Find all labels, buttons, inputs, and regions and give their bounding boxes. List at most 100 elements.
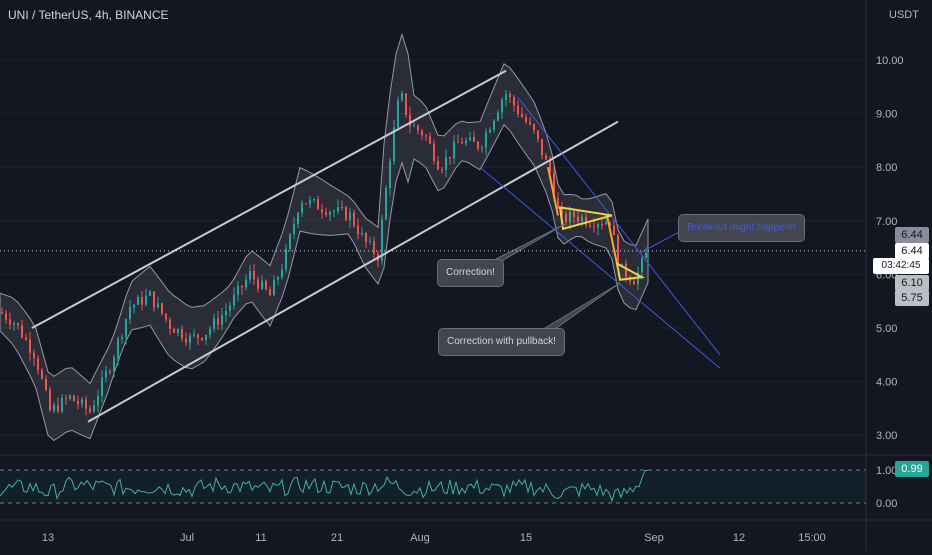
candle-body	[501, 99, 503, 113]
candle-body	[557, 198, 559, 209]
candle-body	[145, 295, 147, 305]
candle-body	[545, 155, 547, 160]
candle-body	[281, 269, 283, 278]
candle-body	[165, 313, 167, 320]
candle-body	[641, 258, 643, 273]
y-tick-label: 3.00	[876, 430, 897, 442]
symbol-title: UNI / TetherUS, 4h, BINANCE	[8, 8, 169, 22]
candle-body	[21, 325, 23, 338]
candle-body	[605, 222, 607, 225]
candle-body	[417, 125, 419, 131]
candle-body	[121, 336, 123, 339]
candle-body	[469, 137, 471, 141]
x-tick-label: 15	[520, 532, 532, 544]
candle-body	[61, 397, 63, 412]
candle-body	[169, 319, 171, 329]
candle-body	[461, 142, 463, 144]
callout-tail-pullback	[538, 282, 621, 332]
annotation-correction-pullback[interactable]: Correction with pullback!	[438, 328, 565, 356]
candle-body	[197, 334, 199, 338]
candle-body	[409, 114, 411, 127]
candle-body	[489, 129, 491, 133]
candle-body	[333, 211, 335, 213]
candle-body	[301, 203, 303, 213]
candle-body	[325, 212, 327, 215]
candle-body	[625, 263, 627, 277]
candle-body	[565, 213, 567, 223]
candle-body	[541, 139, 543, 156]
candle-body	[189, 335, 191, 343]
candle-body	[293, 224, 295, 235]
candle-body	[53, 404, 55, 411]
candle-body	[389, 161, 391, 189]
candle-body	[601, 224, 603, 226]
candle-body	[633, 281, 635, 285]
candle-body	[5, 313, 7, 320]
candle-body	[477, 141, 479, 149]
candle-body	[361, 232, 363, 235]
candle-body	[297, 212, 299, 225]
x-tick-label: 11	[255, 532, 266, 544]
candle-body	[137, 296, 139, 305]
osc-band-fill	[0, 470, 866, 503]
candle-body	[173, 328, 175, 333]
candle-body	[273, 279, 275, 296]
candle-body	[617, 235, 619, 266]
candle-body	[453, 141, 455, 159]
candle-body	[205, 334, 207, 341]
candle-body	[345, 207, 347, 220]
candle-body	[257, 279, 259, 289]
candle-body	[49, 389, 51, 411]
candle-body	[437, 161, 439, 170]
candle-body	[85, 399, 87, 409]
candle-body	[129, 307, 131, 320]
candle-body	[645, 253, 647, 259]
countdown-tag: 03:42:45	[873, 258, 929, 274]
candle-body	[237, 285, 239, 295]
candle-body	[401, 93, 403, 101]
wedge-lower-line	[479, 166, 721, 369]
candle-body	[317, 198, 319, 210]
impulse-leg-1	[547, 166, 559, 216]
candle-body	[241, 285, 243, 288]
callout-tail-correction	[489, 223, 566, 263]
candle-body	[9, 319, 11, 325]
candle-body	[581, 216, 583, 221]
oscillator-last-tag: 0.99	[895, 461, 929, 477]
candle-body	[329, 212, 331, 215]
candle-body	[249, 271, 251, 280]
candle-body	[533, 124, 535, 131]
candle-body	[1, 311, 3, 314]
candle-body	[373, 241, 375, 254]
x-tick-label: 12	[733, 532, 745, 544]
candle-body	[133, 304, 135, 308]
annotation-breakout[interactable]: Breakout might happen!!	[678, 214, 805, 242]
candle-body	[621, 263, 623, 266]
candle-body	[221, 315, 223, 325]
candle-body	[413, 125, 415, 127]
annotation-correction[interactable]: Correction!	[437, 259, 504, 287]
candle-body	[69, 395, 71, 399]
candle-body	[521, 114, 523, 117]
candle-body	[609, 222, 611, 226]
candle-body	[337, 207, 339, 212]
candle-body	[261, 280, 263, 289]
candle-body	[397, 100, 399, 128]
last-price-tag: 6.44	[895, 243, 929, 259]
candle-body	[73, 395, 75, 402]
candle-body	[277, 277, 279, 280]
candle-body	[233, 294, 235, 306]
bollinger-band	[0, 32, 649, 442]
candle-body	[201, 337, 203, 341]
x-tick-label: Jul	[180, 532, 194, 544]
candle-body	[253, 271, 255, 280]
candle-body	[497, 112, 499, 121]
price-tag-6-44-grey: 6.44	[895, 227, 929, 243]
candle-body	[365, 232, 367, 243]
candle-body	[245, 279, 247, 288]
candle-body	[113, 357, 115, 372]
candle-body	[313, 198, 315, 200]
candle-body	[553, 172, 555, 199]
